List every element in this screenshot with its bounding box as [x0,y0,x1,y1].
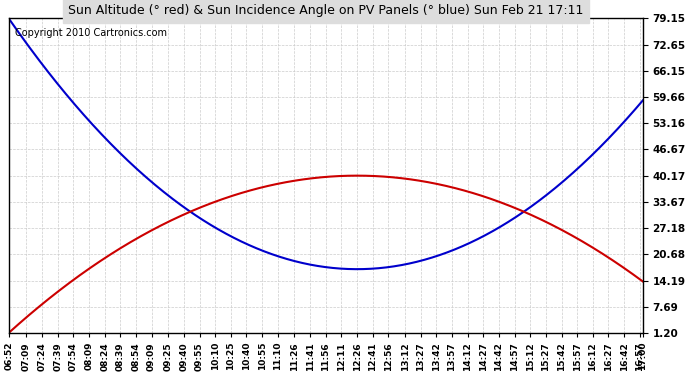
Title: Sun Altitude (° red) & Sun Incidence Angle on PV Panels (° blue) Sun Feb 21 17:1: Sun Altitude (° red) & Sun Incidence Ang… [68,4,584,17]
Text: Copyright 2010 Cartronics.com: Copyright 2010 Cartronics.com [15,28,167,38]
